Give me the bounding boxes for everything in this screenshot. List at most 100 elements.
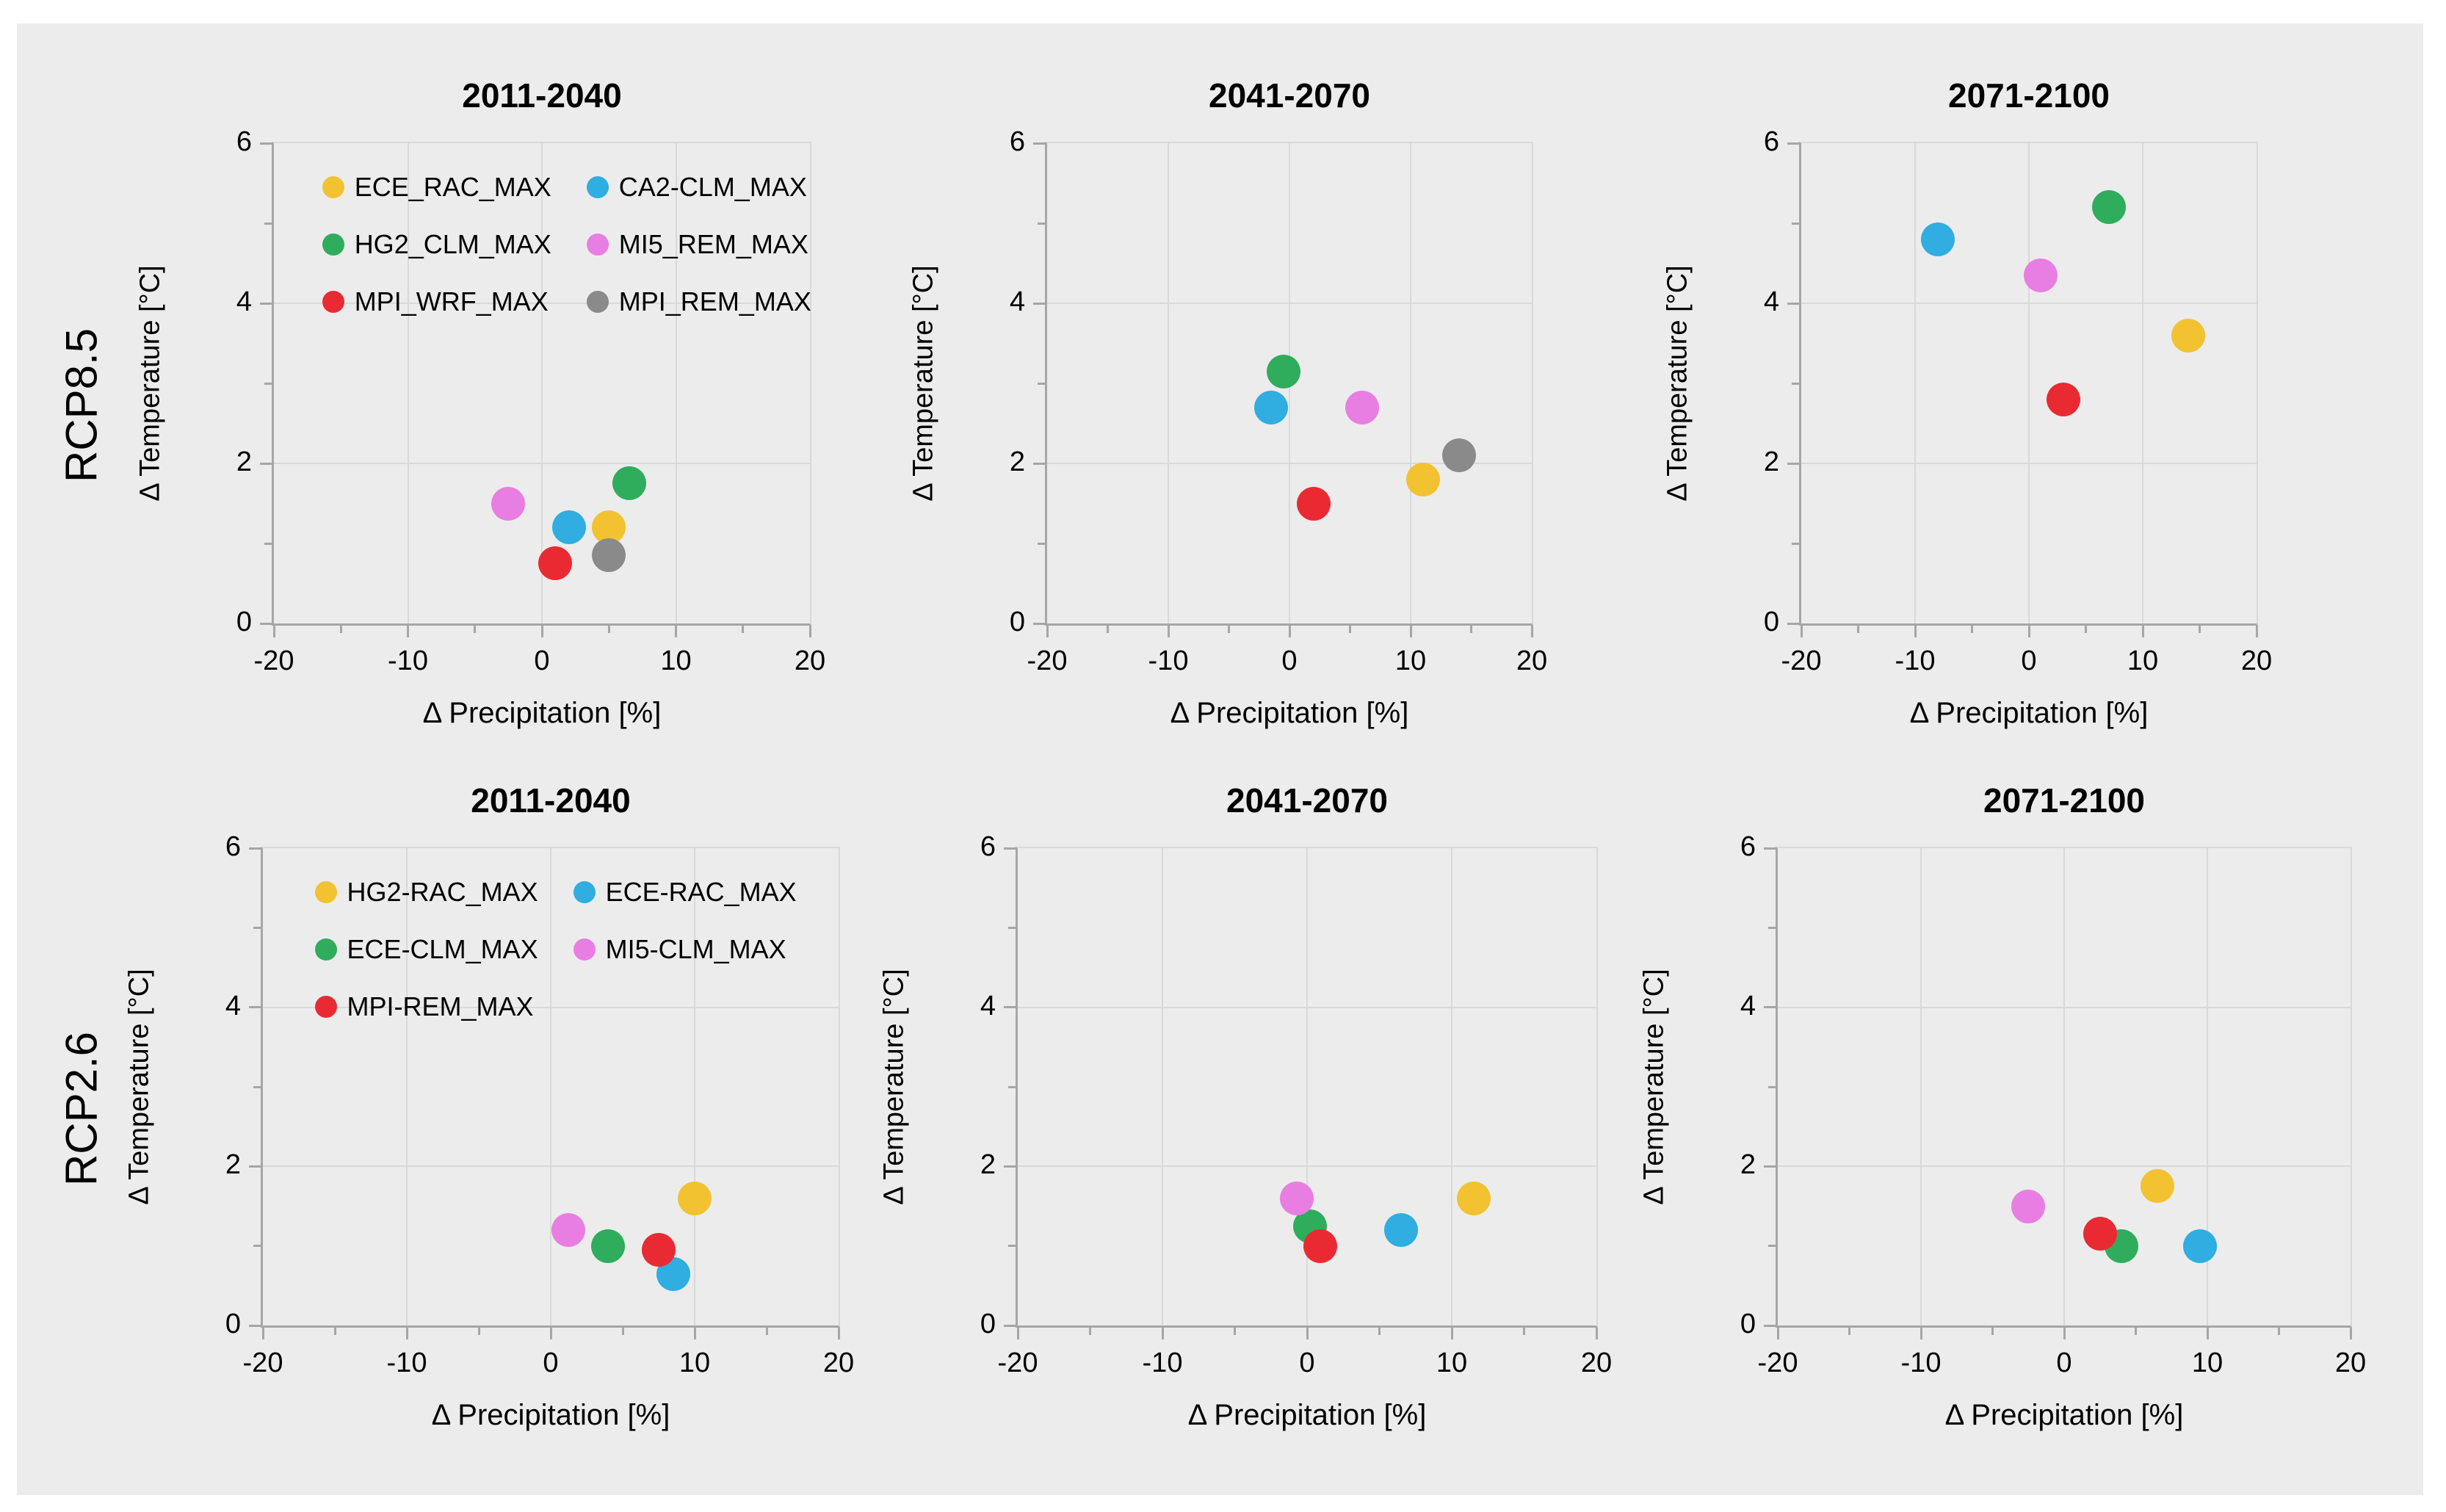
x-tick-label: 10 — [1436, 1348, 1468, 1378]
vertical-gridline — [2142, 143, 2143, 623]
y-major-tick — [260, 142, 272, 145]
y-minor-tick — [264, 382, 272, 385]
horizontal-gridline — [1778, 1165, 2351, 1168]
x-minor-tick — [1107, 626, 1109, 633]
legend-label: MPI_WRF_MAX — [354, 286, 549, 317]
data-point-HG2-RAC_MAX — [1456, 1181, 1491, 1215]
x-tick-label: -10 — [1142, 1348, 1183, 1378]
y-tick-label: 2 — [980, 1149, 996, 1181]
legend-label: ECE_RAC_MAX — [354, 172, 551, 203]
y-minor-tick — [1792, 542, 1799, 545]
x-major-tick — [1919, 1328, 1922, 1339]
legend-dot-icon — [586, 234, 609, 256]
vertical-gridline — [1410, 143, 1411, 623]
scatter-plot-rcp26-2041-2070: 2041-2070 Δ Temperature [°C] Δ Precipita… — [879, 781, 1613, 1431]
horizontal-gridline — [1801, 463, 2257, 464]
x-tick-label: -10 — [388, 645, 428, 676]
plot-title: 2041-2070 — [1226, 781, 1388, 820]
y-major-tick — [1004, 1006, 1016, 1009]
y-tick-label: 0 — [1763, 607, 1779, 637]
row-label-rcp85: RCP8.5 — [57, 328, 106, 483]
x-minor-tick — [607, 626, 610, 633]
plot-title: 2071-2100 — [1983, 781, 2145, 820]
y-major-tick — [260, 622, 272, 625]
y-tick-label: 2 — [236, 446, 252, 477]
y-tick-label: 0 — [236, 607, 252, 637]
y-minor-tick — [1792, 382, 1799, 385]
row-label-rcp26: RCP2.6 — [57, 1031, 106, 1187]
data-point-MI5_REM_MAX — [491, 486, 526, 521]
legend-item: MPI-REM_MAX — [314, 991, 538, 1022]
x-major-tick — [2141, 626, 2144, 637]
vertical-gridline — [407, 143, 409, 623]
x-major-tick — [1306, 1328, 1309, 1339]
y-minor-tick — [253, 1245, 261, 1248]
x-minor-tick — [477, 1328, 480, 1335]
x-tick-label: 20 — [822, 1348, 855, 1378]
y-tick-label: 4 — [236, 286, 252, 317]
vertical-gridline — [550, 848, 551, 1325]
x-tick-label: -20 — [253, 645, 294, 676]
data-point-MPI_WRF_MAX — [2046, 382, 2080, 416]
scatter-plot-rcp85-2071-2100: 2071-2100 Δ Temperature [°C] Δ Precipita… — [1662, 76, 2273, 729]
x-major-tick — [1409, 626, 1412, 637]
x-tick-label: 10 — [1394, 645, 1427, 676]
horizontal-gridline — [274, 303, 810, 304]
x-major-tick — [1776, 1328, 1779, 1339]
legend-label: MPI-REM_MAX — [347, 991, 534, 1021]
y-major-tick — [1033, 302, 1045, 305]
y-major-tick — [1033, 142, 1045, 145]
x-tick-label: 0 — [1281, 645, 1298, 676]
legend: HG2-RAC_MAX ECE-RAC_MAX ECE-CLM_MAX MI5-CLM… — [314, 877, 797, 1022]
x-minor-tick — [2085, 626, 2087, 633]
y-tick-label: 6 — [1740, 831, 1756, 862]
x-axis-title: Δ Precipitation [%] — [1170, 697, 1409, 729]
x-minor-tick — [2278, 1328, 2280, 1335]
data-point-MPI-REM_MAX — [1303, 1229, 1337, 1263]
legend-item: HG2_CLM_MAX — [322, 229, 551, 260]
y-tick-label: 6 — [1763, 126, 1779, 157]
legend-label: CA2-CLM_MAX — [618, 172, 807, 203]
legend-label: ECE-CLM_MAX — [347, 934, 538, 964]
data-point-ECE_RAC_MAX — [2171, 318, 2205, 352]
y-major-tick — [1787, 302, 1799, 305]
legend-item: CA2-CLM_MAX — [586, 172, 811, 203]
x-minor-tick — [1523, 1328, 1525, 1335]
x-minor-tick — [1991, 1328, 1994, 1335]
y-tick-label: 6 — [236, 126, 252, 157]
y-tick-label: 4 — [1763, 286, 1779, 317]
data-point-MPI_WRF_MAX — [538, 546, 573, 581]
data-point-MPI-REM_MAX — [642, 1233, 676, 1267]
y-axis-title: Δ Temperature [°C] — [1662, 265, 1693, 502]
x-major-tick — [1530, 626, 1533, 637]
x-tick-label: -20 — [1027, 645, 1068, 676]
y-major-tick — [1033, 622, 1045, 625]
horizontal-gridline — [1778, 1006, 2351, 1008]
y-axis-title: Δ Temperature [°C] — [134, 265, 166, 502]
y-major-tick — [1033, 462, 1045, 465]
y-minor-tick — [1768, 1245, 1776, 1248]
vertical-gridline — [1920, 848, 1922, 1325]
y-tick-label: 0 — [980, 1309, 996, 1339]
x-tick-label: 0 — [2056, 1348, 2072, 1378]
x-major-tick — [1167, 626, 1170, 637]
x-minor-tick — [2199, 626, 2201, 633]
x-tick-label: -20 — [242, 1348, 283, 1378]
data-point-MI5_REM_MAX — [1345, 390, 1379, 424]
y-minor-tick — [1008, 926, 1016, 929]
legend-dot-icon — [586, 291, 609, 314]
x-major-tick — [1046, 626, 1049, 637]
data-point-ECE-CLM_MAX — [591, 1229, 626, 1263]
y-major-tick — [1764, 1324, 1776, 1327]
data-point-HG2-RAC_MAX — [678, 1181, 712, 1215]
y-major-tick — [1764, 1006, 1776, 1009]
data-point-HG2-RAC_MAX — [2140, 1169, 2174, 1204]
y-minor-tick — [1768, 1085, 1776, 1088]
data-point-HG2_CLM_MAX — [1266, 354, 1300, 388]
plot-title: 2071-2100 — [1948, 76, 2110, 115]
data-point-MPI-REM_MAX — [2083, 1217, 2117, 1251]
x-minor-tick — [1848, 1328, 1850, 1335]
legend-dot-icon — [586, 176, 609, 199]
y-tick-label: 6 — [1009, 126, 1025, 157]
